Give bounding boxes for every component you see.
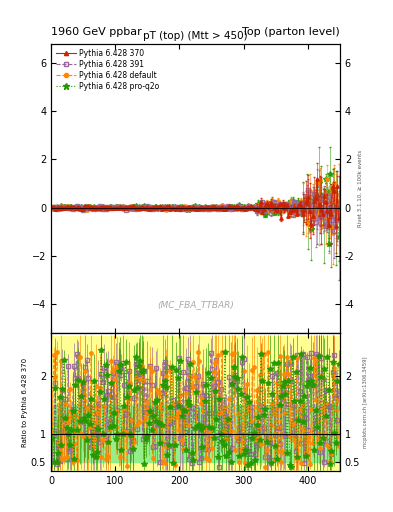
Title: pT (top) (Mtt > 450): pT (top) (Mtt > 450) [143, 31, 248, 41]
Text: Top (parton level): Top (parton level) [242, 27, 340, 37]
Text: 1960 GeV ppbar: 1960 GeV ppbar [51, 27, 142, 37]
Y-axis label: Ratio to Pythia 6.428 370: Ratio to Pythia 6.428 370 [22, 357, 28, 446]
Y-axis label: mcplots.cern.ch [arXiv:1306.3459]: mcplots.cern.ch [arXiv:1306.3459] [363, 356, 368, 448]
Text: (MC_FBA_TTBAR): (MC_FBA_TTBAR) [157, 300, 234, 309]
Legend: Pythia 6.428 370, Pythia 6.428 391, Pythia 6.428 default, Pythia 6.428 pro-q2o: Pythia 6.428 370, Pythia 6.428 391, Pyth… [55, 47, 160, 92]
Bar [51, 336, 340, 474]
Y-axis label: Rivet 3.1.10, ≥ 100k events: Rivet 3.1.10, ≥ 100k events [357, 150, 362, 227]
Bar [51, 405, 340, 462]
